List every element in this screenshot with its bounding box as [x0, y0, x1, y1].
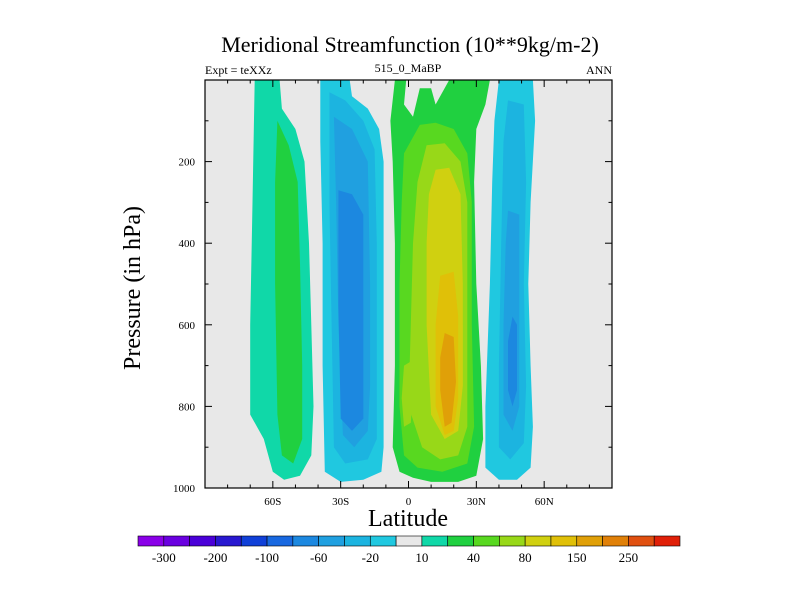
- colorbar-swatch-9: [369, 535, 397, 547]
- experiment-label: Expt = teXXz: [205, 63, 272, 77]
- colorbar-swatch-13: [473, 535, 500, 547]
- colorbar-swatch-4: [240, 535, 268, 547]
- y-axis-title: Pressure (in hPa): [120, 206, 146, 370]
- colorbar-swatch-20: [653, 535, 681, 547]
- colorbar: -300 -200 -100 -60 -20 10 40 80 150 250: [137, 535, 681, 565]
- plot-area: [204, 79, 613, 489]
- y-tick-label-1: 400: [179, 238, 196, 250]
- x-axis: 60S 30S 0 30N 60N: [227, 80, 590, 508]
- x-tick-label-1: 30S: [332, 496, 349, 508]
- colorbar-swatch-2: [189, 535, 216, 547]
- x-axis-title: Latitude: [368, 506, 448, 532]
- colorbar-swatch-0: [137, 535, 165, 547]
- colorbar-swatch-8: [344, 535, 371, 547]
- colorbar-swatch-5: [266, 535, 294, 547]
- colorbar-swatch-11: [421, 535, 449, 547]
- colorbar-swatch-10: [395, 535, 423, 547]
- y-tick-label-0: 200: [179, 157, 196, 169]
- colorbar-swatch-7: [318, 535, 345, 547]
- colorbar-swatch-17: [576, 535, 603, 547]
- colorbar-swatch-6: [292, 535, 319, 547]
- contour-eq-lime-sw-patch: [401, 361, 413, 427]
- x-tick-label-0: 60S: [264, 496, 281, 508]
- colorbar-swatch-15: [524, 535, 552, 547]
- contour-eq-dark-orange: [440, 333, 456, 427]
- colorbar-swatch-12: [447, 535, 474, 547]
- colorbar-swatch-3: [215, 535, 242, 547]
- colorbar-label-7: 80: [519, 550, 532, 565]
- x-tick-label-3: 30N: [467, 496, 486, 508]
- colorbar-label-5: 10: [415, 550, 428, 565]
- colorbar-swatch-18: [602, 535, 629, 547]
- y-tick-label-2: 600: [179, 320, 196, 332]
- season-label: ANN: [586, 63, 612, 77]
- colorbar-label-0: -300: [152, 550, 176, 565]
- y-tick-label-4: 1000: [173, 483, 196, 495]
- y-tick-label-3: 800: [179, 401, 196, 413]
- colorbar-swatch-14: [499, 535, 526, 547]
- contour-north-blue-core: [508, 316, 517, 407]
- colorbar-swatch-19: [628, 535, 655, 547]
- contour-south-green-core: [275, 120, 303, 464]
- colorbar-label-3: -60: [310, 550, 327, 565]
- colorbar-label-9: 250: [619, 550, 639, 565]
- x-tick-label-4: 60N: [535, 496, 554, 508]
- chart-title: Meridional Streamfunction (10**9kg/m-2): [221, 32, 599, 57]
- colorbar-label-8: 150: [567, 550, 587, 565]
- colorbar-swatch-16: [550, 535, 578, 547]
- colorbar-swatch-1: [163, 535, 190, 547]
- x-tick-label-2: 0: [406, 496, 412, 508]
- y-axis: 200 400 600 800 1000: [173, 120, 612, 495]
- colorbar-label-4: -20: [362, 550, 379, 565]
- colorbar-label-6: 40: [467, 550, 480, 565]
- contour-south-blue-core: [338, 190, 364, 431]
- colorbar-label-2: -100: [255, 550, 279, 565]
- colorbar-label-1: -200: [204, 550, 228, 565]
- time-label: 515_0_MaBP: [375, 61, 442, 75]
